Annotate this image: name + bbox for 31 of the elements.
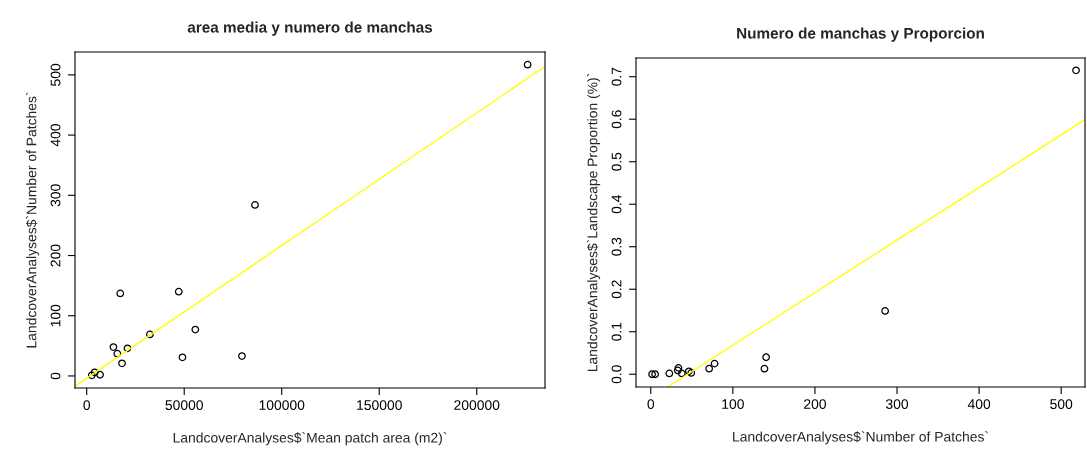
y-tick-label: 500: [50, 63, 61, 86]
y-axis-title: LandcoverAnalyses$`Number of Patches`: [25, 92, 40, 348]
x-tick-label: 200: [804, 399, 826, 410]
y-tick-label: 0: [50, 372, 61, 380]
x-tick-label: 150000: [357, 400, 402, 411]
x-tick-label: 0: [83, 400, 91, 411]
y-tick-label: 200: [50, 244, 61, 267]
y-axis-title: LandcoverAnalyses$`Landscape Proportion (%)`: [586, 73, 601, 372]
y-tick-label: 0.1: [611, 322, 622, 341]
y-tick-label: 0.3: [611, 237, 622, 256]
x-tick-label: 50000: [165, 400, 203, 411]
chart-title: area media y numero de manchas: [187, 21, 433, 36]
y-tick-label: 0.6: [611, 110, 622, 129]
y-tick-label: 0.4: [611, 194, 622, 214]
y-tick-label: 0.5: [611, 152, 622, 171]
x-tick-label: 100000: [259, 400, 305, 411]
x-tick-label: 500: [1050, 399, 1073, 410]
x-tick-label: 200000: [454, 400, 500, 411]
x-tick-label: 0: [647, 399, 655, 410]
y-tick-label: 100: [50, 304, 61, 327]
y-tick-label: 0.2: [611, 280, 622, 299]
x-tick-label: 100: [722, 399, 744, 410]
y-tick-label: 0.0: [611, 365, 622, 384]
x-tick-label: 400: [967, 399, 991, 410]
chart-title: Numero de manchas y Proporcion: [737, 27, 984, 42]
y-tick-label: 300: [50, 184, 61, 207]
x-tick-label: 300: [885, 399, 909, 410]
y-tick-label: 400: [50, 124, 61, 147]
x-axis-title: LandcoverAnalyses$`Mean patch area (m2)`: [173, 432, 447, 446]
x-axis-title: LandcoverAnalyses$`Number of Patches`: [733, 431, 989, 445]
y-tick-label: 0.7: [611, 67, 622, 86]
